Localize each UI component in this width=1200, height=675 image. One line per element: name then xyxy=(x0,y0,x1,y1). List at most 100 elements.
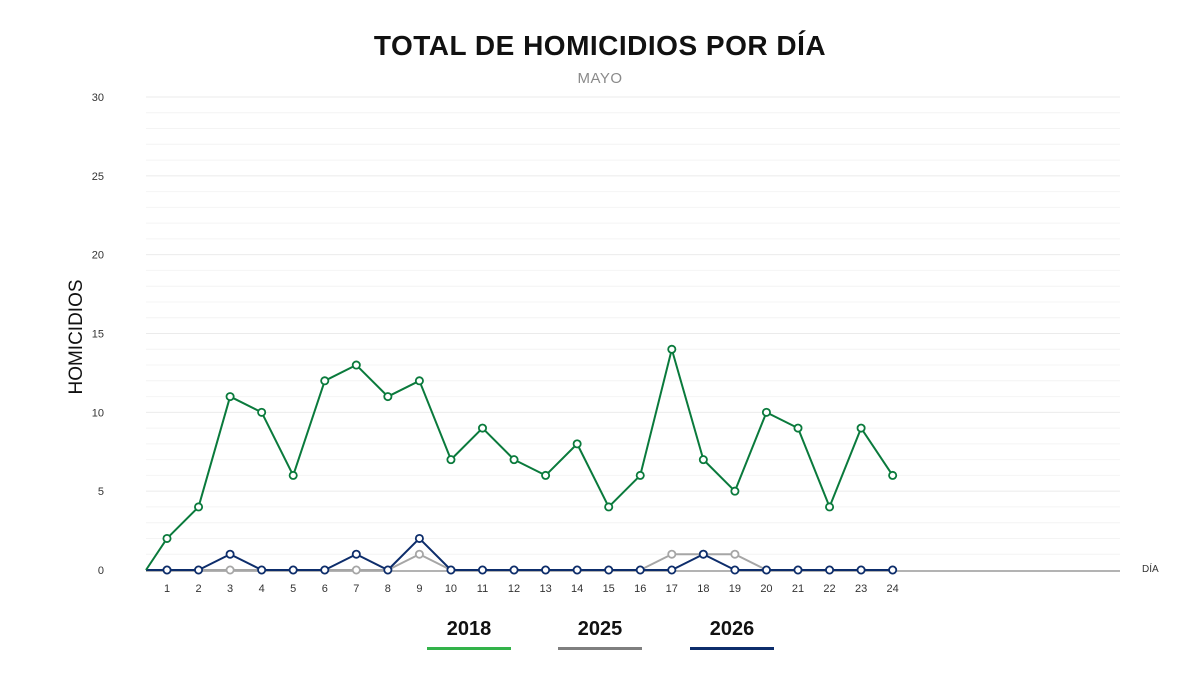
data-point-2026 xyxy=(793,565,803,575)
chart-title: TOTAL DE HOMICIDIOS POR DÍA xyxy=(373,30,827,61)
x-axis-title: DÍA xyxy=(1142,562,1159,575)
y-tick-label: 15 xyxy=(92,329,104,341)
data-point-2026 xyxy=(288,565,298,575)
data-point-2026 xyxy=(541,565,551,575)
grid-lines xyxy=(146,96,1120,555)
x-tick-label: 16 xyxy=(634,583,646,595)
data-point-2018 xyxy=(288,470,298,480)
x-tick-label: 20 xyxy=(760,583,772,595)
data-point-2026 xyxy=(604,565,614,575)
legend-label: 2025 xyxy=(577,618,623,640)
data-point-2026 xyxy=(888,565,898,575)
legend-item-2018: 2018 xyxy=(427,618,511,650)
data-point-2026 xyxy=(446,565,456,575)
data-point-2018 xyxy=(509,455,519,465)
x-tick-label: 6 xyxy=(322,583,328,595)
y-tick-label: 30 xyxy=(92,92,104,104)
y-tick-label: 20 xyxy=(92,250,104,262)
x-tick-label: 13 xyxy=(539,583,551,595)
data-point-2025 xyxy=(414,549,424,559)
data-point-2018 xyxy=(477,423,487,433)
data-point-2026 xyxy=(194,565,204,575)
y-axis-title: HOMICIDIOS xyxy=(66,279,87,394)
data-point-2026 xyxy=(257,565,267,575)
data-point-2018 xyxy=(446,455,456,465)
data-point-2026 xyxy=(414,533,424,543)
data-point-2026 xyxy=(162,565,172,575)
data-point-2026 xyxy=(477,565,487,575)
data-point-2018 xyxy=(194,502,204,512)
data-point-2025 xyxy=(667,549,677,559)
data-point-2018 xyxy=(761,407,771,417)
data-point-2026 xyxy=(351,549,361,559)
x-tick-label: 17 xyxy=(666,583,678,595)
data-point-2025 xyxy=(225,565,235,575)
x-tick-label: 7 xyxy=(353,583,359,595)
x-tick-label: 8 xyxy=(385,583,391,595)
data-point-2026 xyxy=(730,565,740,575)
x-tick-label: 11 xyxy=(477,583,488,595)
data-point-2026 xyxy=(509,565,519,575)
data-point-2025 xyxy=(730,549,740,559)
data-point-2026 xyxy=(825,565,835,575)
data-point-2018 xyxy=(257,407,267,417)
data-point-2026 xyxy=(856,565,866,575)
data-point-2018 xyxy=(604,502,614,512)
x-tick-label: 9 xyxy=(416,583,422,595)
series-lines xyxy=(145,344,898,575)
legend: 2018 2025 2026 xyxy=(0,618,1200,658)
data-point-2025 xyxy=(351,565,361,575)
data-point-2018 xyxy=(320,376,330,386)
x-tick-label: 1 xyxy=(164,583,170,595)
x-tick-label: 21 xyxy=(792,583,804,595)
legend-item-2025: 2025 xyxy=(558,618,642,650)
data-point-2018 xyxy=(698,455,708,465)
data-point-2026 xyxy=(761,565,771,575)
x-tick-label: 4 xyxy=(259,583,265,595)
data-point-2018 xyxy=(414,376,424,386)
data-point-2018 xyxy=(667,344,677,354)
x-tick-label: 18 xyxy=(697,583,709,595)
x-tick-label: 12 xyxy=(508,583,520,595)
data-point-2018 xyxy=(856,423,866,433)
data-point-2026 xyxy=(635,565,645,575)
series-2018 xyxy=(145,344,898,571)
legend-swatch-2026 xyxy=(690,647,774,650)
data-point-2018 xyxy=(225,392,235,402)
data-point-2026 xyxy=(383,565,393,575)
data-point-2026 xyxy=(320,565,330,575)
data-point-2018 xyxy=(572,439,582,449)
data-point-2018 xyxy=(730,486,740,496)
y-tick-label: 0 xyxy=(98,565,104,577)
x-tick-label: 15 xyxy=(603,583,615,595)
x-tick-label: 19 xyxy=(729,583,741,595)
y-tick-label: 25 xyxy=(92,171,104,183)
legend-swatch-2025 xyxy=(558,647,642,650)
legend-item-2026: 2026 xyxy=(690,618,774,650)
legend-label: 2026 xyxy=(709,618,755,640)
data-point-2026 xyxy=(225,549,235,559)
data-point-2018 xyxy=(162,533,172,543)
y-tick-label: 5 xyxy=(98,486,104,498)
x-tick-label: 2 xyxy=(195,583,201,595)
data-point-2018 xyxy=(351,360,361,370)
chart-subtitle: MAYO xyxy=(577,70,623,87)
x-tick-label: 22 xyxy=(823,583,835,595)
data-point-2018 xyxy=(793,423,803,433)
x-tick-label: 5 xyxy=(290,583,296,595)
data-point-2026 xyxy=(572,565,582,575)
data-point-2018 xyxy=(635,470,645,480)
x-tick-label: 24 xyxy=(887,583,899,595)
series-2026 xyxy=(146,533,898,575)
data-point-2026 xyxy=(667,565,677,575)
data-point-2018 xyxy=(888,470,898,480)
data-point-2026 xyxy=(698,549,708,559)
legend-swatch-2018 xyxy=(427,647,511,650)
x-tick-label: 14 xyxy=(571,583,583,595)
data-point-2018 xyxy=(541,470,551,480)
y-tick-label: 10 xyxy=(92,407,104,419)
x-tick-label: 23 xyxy=(855,583,867,595)
legend-label: 2018 xyxy=(446,618,492,640)
